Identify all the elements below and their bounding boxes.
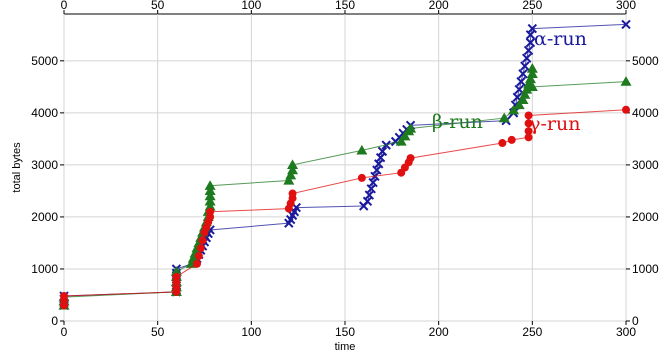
data-point	[524, 111, 533, 120]
y-tick-label-right: 5000	[632, 54, 659, 68]
data-point	[204, 201, 216, 211]
data-point	[498, 139, 507, 148]
y-tick-label-right: 0	[632, 314, 639, 328]
data-point	[526, 68, 538, 78]
x-tick-label: 0	[61, 325, 68, 339]
data-point	[516, 76, 526, 87]
data-point	[518, 69, 528, 79]
data-point	[204, 185, 216, 196]
data-point	[521, 83, 533, 94]
grid	[63, 14, 627, 322]
series-label: β-run	[432, 111, 483, 133]
y-tick-label-right: 2000	[632, 210, 659, 224]
data-point	[288, 189, 297, 198]
data-point	[498, 112, 510, 123]
y-tick-label: 2000	[31, 210, 58, 224]
data-point	[366, 184, 376, 194]
data-point	[525, 30, 536, 40]
data-point	[524, 119, 533, 128]
data-point	[285, 169, 297, 180]
y-tick-label: 1000	[31, 262, 58, 276]
data-point	[527, 23, 538, 34]
y-axis-title: total bytes	[11, 142, 23, 193]
data-point	[621, 19, 631, 30]
x-tick-label: 300	[616, 325, 636, 339]
series-layer: α-run β-run γ-run	[58, 19, 632, 311]
data-point	[399, 130, 411, 141]
data-point	[287, 159, 299, 170]
data-point	[287, 164, 299, 175]
data-point	[204, 180, 216, 190]
data-point	[204, 195, 216, 206]
data-point	[362, 196, 373, 207]
x-tick-label: 50	[151, 325, 165, 339]
data-point	[513, 99, 525, 110]
data-point	[198, 236, 207, 245]
data-point	[395, 135, 407, 146]
x-tick-label-top: 100	[241, 0, 261, 12]
data-point	[519, 89, 531, 99]
data-point	[196, 244, 205, 253]
data-point	[357, 173, 366, 182]
data-point	[193, 259, 202, 268]
data-point	[526, 63, 538, 73]
y-tick-label-right: 4000	[632, 106, 659, 120]
x-tick-label: 100	[241, 325, 261, 339]
x-tick-label: 150	[335, 325, 355, 339]
data-point	[60, 292, 68, 301]
x-tick-label-top: 250	[522, 0, 542, 12]
x-tick-label: 200	[429, 325, 449, 339]
data-point	[517, 94, 529, 104]
series-3: γ-run	[60, 105, 630, 310]
data-point	[622, 105, 630, 114]
y-tick-label: 4000	[31, 106, 58, 120]
data-point	[526, 81, 538, 91]
x-axis-title: time	[335, 341, 356, 353]
data-point	[375, 152, 386, 163]
data-point	[170, 266, 182, 276]
x-tick-label-top: 0	[61, 0, 68, 12]
data-point	[194, 251, 203, 260]
data-point	[522, 53, 532, 63]
data-point	[520, 61, 530, 71]
data-point	[523, 45, 534, 56]
data-point	[620, 76, 632, 86]
data-point	[283, 175, 295, 185]
series-label: α-run	[534, 28, 587, 50]
y-tick-label-right: 3000	[632, 158, 659, 172]
x-tick-label-top: 150	[335, 0, 355, 12]
x-tick-label-top: 200	[429, 0, 449, 12]
data-point	[368, 177, 378, 188]
data-point	[377, 146, 388, 157]
data-point	[172, 272, 181, 281]
x-tick-label: 250	[522, 325, 542, 339]
x-tick-label-top: 300	[616, 0, 636, 12]
data-point	[507, 135, 516, 144]
series-label: γ-run	[529, 113, 580, 135]
data-point	[406, 154, 415, 163]
data-point	[204, 190, 216, 201]
data-point	[514, 84, 524, 95]
data-point	[356, 144, 368, 155]
data-point	[372, 165, 382, 175]
data-point	[524, 127, 533, 136]
data-point	[525, 37, 536, 48]
data-point	[374, 159, 384, 169]
data-point	[405, 122, 417, 133]
y-tick-label-right: 1000	[632, 262, 659, 276]
y-tick-label: 0	[51, 314, 58, 328]
x-tick-label-top: 50	[151, 0, 165, 12]
data-point	[206, 207, 215, 216]
data-point	[508, 104, 520, 115]
y-tick-label: 5000	[31, 54, 58, 68]
data-point	[524, 133, 533, 142]
y-tick-label: 3000	[31, 158, 58, 172]
data-point	[524, 73, 536, 84]
data-point	[364, 190, 375, 200]
